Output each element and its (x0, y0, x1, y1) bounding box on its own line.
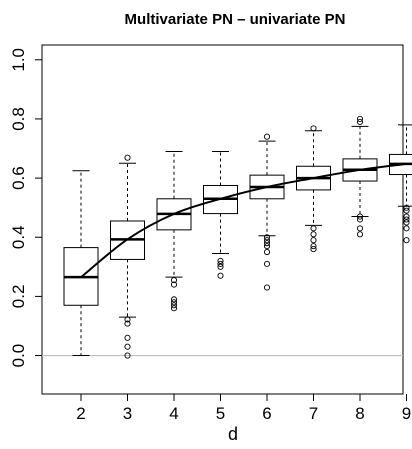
outlier-point (124, 320, 131, 327)
box-4 (156, 150, 192, 312)
box-9 (389, 124, 412, 244)
y-tick-label: 0.6 (9, 166, 28, 190)
outlier-point (403, 237, 410, 244)
outlier-point (310, 243, 317, 250)
outlier-point (310, 225, 317, 232)
outlier-point (356, 225, 364, 232)
outlier-point (263, 284, 271, 291)
outlier-point (356, 216, 364, 223)
box-8 (342, 115, 378, 238)
x-tick-label: 2 (76, 404, 85, 423)
x-axis-label: d (228, 424, 238, 444)
x-tick-label: 3 (123, 404, 132, 423)
box-7 (296, 125, 331, 253)
outlier-point (263, 133, 271, 140)
outlier-point (403, 207, 410, 214)
outlier-point (263, 248, 271, 256)
x-tick-label: 4 (169, 404, 178, 423)
outlier-point (124, 316, 131, 323)
outlier-point (263, 240, 271, 247)
outlier-point (124, 334, 131, 341)
y-axis: 0.0 0.2 0.4 0.6 0.8 1.0 (9, 48, 42, 367)
outlier-point (170, 296, 178, 303)
outlier-point (170, 277, 178, 284)
outlier-point (124, 352, 131, 359)
box-3 (110, 154, 145, 359)
outlier-point (263, 237, 271, 244)
trend-line (80, 162, 407, 278)
trend-line-layer (80, 162, 407, 278)
outlier-point (356, 115, 364, 122)
outlier-point (403, 204, 410, 211)
box-5 (203, 150, 238, 279)
outlier-point (217, 257, 224, 264)
y-tick-label: 1.0 (9, 48, 28, 72)
outlier-point (124, 343, 131, 350)
outlier-point (170, 281, 178, 288)
outlier-point (310, 237, 317, 244)
y-tick-label: 0.8 (9, 107, 28, 131)
box-2 (63, 170, 99, 357)
x-tick-label: 5 (216, 404, 225, 423)
outlier-point (310, 246, 317, 253)
outlier-point (263, 234, 271, 241)
x-tick-label: 9 (402, 404, 411, 423)
chart-title: Multivariate PN – univariate PN (125, 11, 346, 28)
outlier-point (310, 125, 317, 132)
outlier-point (403, 225, 410, 232)
outlier-point (170, 299, 178, 306)
outlier-point (403, 213, 410, 220)
x-axis: 2 3 4 5 6 7 8 9 (76, 394, 411, 423)
y-tick-label: 0.4 (9, 225, 28, 249)
outlier-point (403, 219, 410, 226)
y-tick-label: 0.0 (9, 344, 28, 368)
outlier-point (217, 260, 224, 267)
outlier-point (217, 263, 224, 270)
x-tick-label: 7 (309, 404, 318, 423)
outlier-point (310, 231, 317, 238)
outlier-point (403, 216, 410, 223)
outlier-point (217, 272, 224, 279)
outlier-point (124, 154, 131, 161)
x-tick-label: 6 (262, 404, 271, 423)
outlier-point (170, 302, 178, 309)
outlier-point (170, 305, 178, 312)
box-6 (249, 133, 285, 291)
x-tick-label: 8 (355, 404, 364, 423)
y-tick-label: 0.2 (9, 285, 28, 309)
outlier-point (356, 231, 364, 238)
plot-frame (41, 44, 404, 395)
outlier-point (263, 243, 271, 250)
boxes-layer (63, 115, 412, 359)
outlier-point (356, 118, 364, 125)
outlier-point (263, 260, 271, 267)
outlier-point (356, 213, 364, 220)
